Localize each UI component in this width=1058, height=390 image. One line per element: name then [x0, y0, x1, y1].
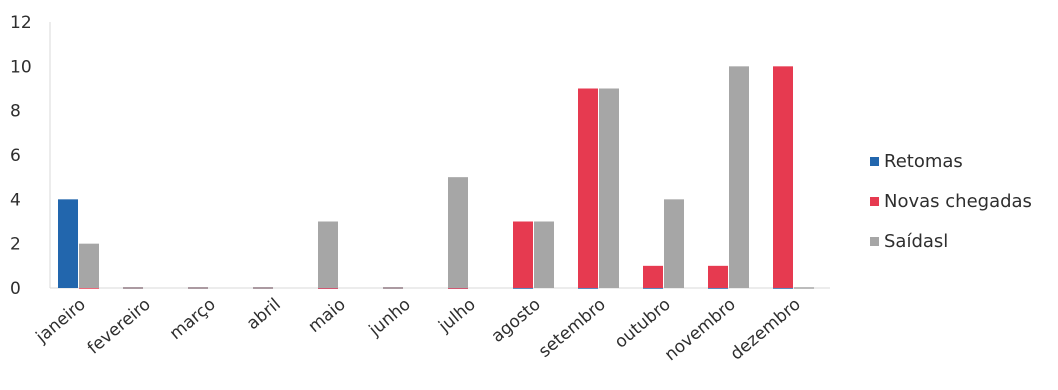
bar [79, 243, 99, 288]
y-axis-ticks: 0 2 4 6 8 10 12 [10, 13, 32, 299]
x-tick-label: junho [365, 295, 415, 341]
y-tick-label: 8 [10, 102, 21, 122]
legend-item-novas-chegadas: Novas chegadas [870, 188, 1032, 214]
bars [58, 66, 814, 289]
legend-swatch-retomas [870, 156, 879, 166]
x-tick-label: janeiro [32, 295, 90, 348]
x-tick-label: março [166, 295, 220, 345]
y-tick-label: 12 [10, 13, 32, 33]
bar [729, 66, 749, 288]
legend-item-saidas: Saídasl [870, 228, 1032, 254]
bar [318, 221, 338, 288]
bar [58, 199, 78, 288]
x-tick-label: dezembro [727, 295, 805, 365]
bar [534, 221, 554, 288]
y-tick-label: 6 [10, 146, 21, 166]
legend-label-novas-chegadas: Novas chegadas [884, 190, 1032, 212]
bar [513, 221, 533, 288]
bar [448, 177, 468, 288]
x-tick-label: maio [305, 295, 350, 337]
legend-swatch-saidas [870, 236, 879, 246]
y-tick-label: 2 [10, 235, 21, 255]
bar [664, 199, 684, 288]
x-tick-label: outubro [611, 295, 675, 353]
y-tick-label: 10 [10, 57, 32, 77]
x-tick-label: agosto [488, 295, 545, 347]
x-tick-label: fevereiro [84, 295, 155, 359]
bar [599, 88, 619, 288]
legend-item-retomas: Retomas [870, 148, 1032, 174]
y-tick-label: 0 [10, 279, 21, 299]
bar [708, 265, 728, 288]
bar [578, 88, 598, 288]
y-tick-label: 4 [10, 190, 21, 210]
x-tick-label: setembro [535, 295, 610, 362]
legend: Retomas Novas chegadas Saídasl [870, 148, 1032, 268]
bar [643, 265, 663, 288]
x-tick-label: abril [243, 295, 285, 335]
x-tick-label: novembro [661, 295, 740, 366]
legend-label-saidas: Saídasl [884, 230, 949, 252]
legend-label-retomas: Retomas [884, 150, 963, 172]
legend-swatch-novas-chegadas [870, 196, 879, 206]
bar [773, 66, 793, 288]
x-tick-label: julho [434, 295, 479, 338]
